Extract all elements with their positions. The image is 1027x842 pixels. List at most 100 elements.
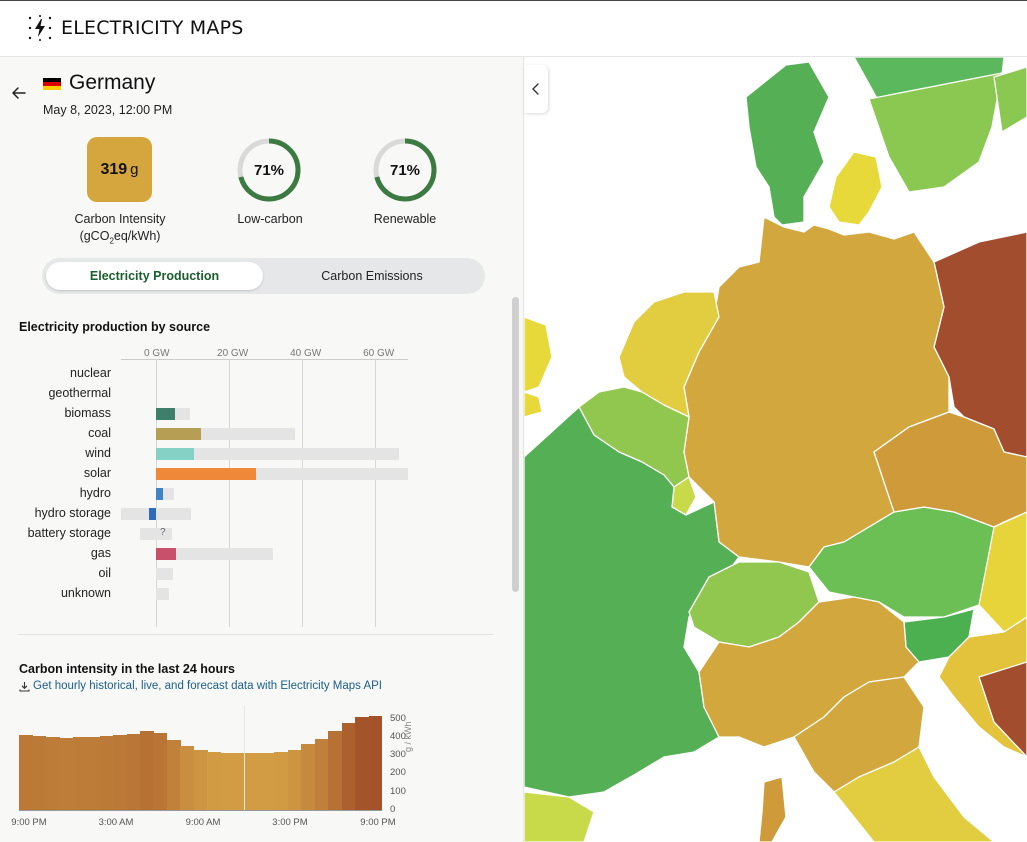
carbon-intensity-title: Carbon Intensity	[74, 212, 166, 226]
production-gridline	[229, 359, 231, 627]
source-row-oil[interactable]: oil	[0, 563, 500, 583]
source-name: battery storage	[27, 526, 111, 540]
source-row-hydro-storage[interactable]: hydro storage	[0, 503, 500, 523]
map-zone-uk-south	[524, 391, 543, 418]
app-header: ELECTRICITY MAPS	[0, 0, 1027, 57]
history-bar[interactable]	[355, 716, 370, 810]
back-arrow-icon[interactable]	[10, 84, 28, 102]
logo[interactable]: ELECTRICITY MAPS	[27, 15, 244, 41]
tab-carbon-emissions[interactable]: Carbon Emissions	[321, 269, 423, 283]
history-bar[interactable]	[113, 735, 128, 810]
history-y-tick: 400	[390, 730, 406, 742]
history-bar[interactable]	[153, 733, 168, 810]
low-carbon-ring	[237, 138, 301, 202]
production-emissions-toggle: Electricity Production Carbon Emissions	[42, 258, 485, 294]
source-name: hydro storage	[34, 506, 111, 520]
logo-text: ELECTRICITY MAPS	[61, 17, 244, 39]
map-zone-sweden-north	[993, 66, 1027, 133]
history-bar[interactable]	[274, 752, 289, 810]
history-bar[interactable]	[180, 746, 195, 810]
source-row-battery-storage[interactable]: battery storage?	[0, 523, 500, 543]
history-x-tick: 3:00 AM	[98, 817, 134, 828]
map-zone-denmark-east	[828, 151, 883, 226]
history-bar[interactable]	[247, 753, 262, 810]
source-name: biomass	[64, 406, 111, 420]
history-bar[interactable]	[341, 723, 356, 810]
production-bar	[148, 508, 156, 520]
source-name: hydro	[79, 486, 111, 500]
map-zone-serbia	[978, 661, 1027, 758]
history-bar[interactable]	[140, 731, 154, 810]
panel-scrollbar[interactable]	[512, 297, 519, 592]
history-y-tick: 500	[390, 712, 406, 724]
section-divider	[18, 634, 493, 635]
download-icon	[19, 681, 30, 692]
tab-electricity-production[interactable]: Electricity Production	[46, 262, 263, 290]
source-row-nuclear[interactable]: nuclear	[0, 363, 500, 383]
history-bar[interactable]	[368, 715, 383, 810]
flag-stripe	[43, 86, 61, 90]
source-row-geothermal[interactable]: geothermal	[0, 383, 500, 403]
map-zone-spain	[524, 791, 595, 842]
capacity-bar	[120, 508, 192, 520]
history-bar[interactable]	[32, 736, 47, 810]
source-row-coal[interactable]: coal	[0, 423, 500, 443]
api-link[interactable]: Get hourly historical, live, and forecas…	[19, 680, 382, 692]
carbon-intensity-history-chart[interactable]: g / kWh 500 400 300 200 100 0 9:00 PM 3:00 AM 9:…	[0, 702, 500, 842]
map-zone-italy-central	[793, 676, 925, 793]
source-name: wind	[85, 446, 111, 460]
source-row-gas[interactable]: gas	[0, 543, 500, 563]
history-bar[interactable]	[45, 736, 60, 810]
history-bar[interactable]	[86, 736, 101, 810]
map-zone-italy-south	[833, 746, 995, 842]
history-bar[interactable]	[72, 737, 87, 810]
collapse-panel-button[interactable]	[524, 65, 548, 113]
production-bar	[156, 468, 256, 480]
history-bar[interactable]	[166, 739, 181, 810]
history-bar[interactable]	[314, 738, 329, 810]
carbon-intensity-label: Carbon Intensity (gCO2eq/kWh)	[60, 211, 180, 250]
lightning-bolt-icon	[28, 15, 52, 41]
history-bar[interactable]	[193, 749, 208, 810]
zone-details-panel: Germany May 8, 2023, 12:00 PM 319 g Carb…	[0, 57, 524, 842]
production-bar	[156, 408, 175, 420]
source-name: unknown	[60, 586, 111, 600]
history-bar[interactable]	[287, 749, 302, 810]
map-zone-uk	[524, 316, 553, 393]
production-gridline	[302, 359, 304, 627]
map-svg	[524, 57, 1027, 842]
history-bar[interactable]	[261, 753, 275, 810]
unknown-value-mark: ?	[160, 527, 166, 538]
capacity-bar	[156, 588, 170, 600]
source-row-hydro[interactable]: hydro	[0, 483, 500, 503]
api-link-text: Get hourly historical, live, and forecas…	[33, 680, 382, 692]
source-name: geothermal	[48, 386, 111, 400]
map-zone-czech	[873, 411, 1027, 528]
map-zone-corsica	[758, 776, 787, 842]
history-bar[interactable]	[328, 731, 343, 810]
chevron-left-icon	[532, 83, 539, 95]
production-axis-tick: 40 GW	[290, 348, 322, 359]
history-bar[interactable]	[220, 753, 235, 810]
history-y-tick: 300	[390, 749, 406, 761]
source-row-solar[interactable]: solar	[0, 463, 500, 483]
history-bar[interactable]	[59, 737, 74, 810]
source-name: oil	[98, 566, 111, 580]
history-bar[interactable]	[207, 752, 222, 810]
history-section-title: Carbon intensity in the last 24 hours	[19, 662, 236, 676]
history-bar[interactable]	[234, 753, 249, 810]
source-row-wind[interactable]: wind	[0, 443, 500, 463]
history-time-cursor[interactable]	[244, 706, 245, 810]
ring-progress	[237, 138, 301, 202]
history-y-tick: 100	[390, 785, 406, 797]
flag-stripe	[43, 82, 61, 86]
europe-map[interactable]	[524, 57, 1027, 842]
history-x-tick: 9:00 PM	[11, 817, 47, 828]
history-bar[interactable]	[126, 734, 141, 810]
history-bar[interactable]	[99, 736, 114, 810]
history-bar[interactable]	[19, 735, 33, 810]
source-row-biomass[interactable]: biomass	[0, 403, 500, 423]
source-row-unknown[interactable]: unknown	[0, 583, 500, 603]
history-bar[interactable]	[301, 744, 316, 810]
production-bar	[156, 428, 202, 440]
